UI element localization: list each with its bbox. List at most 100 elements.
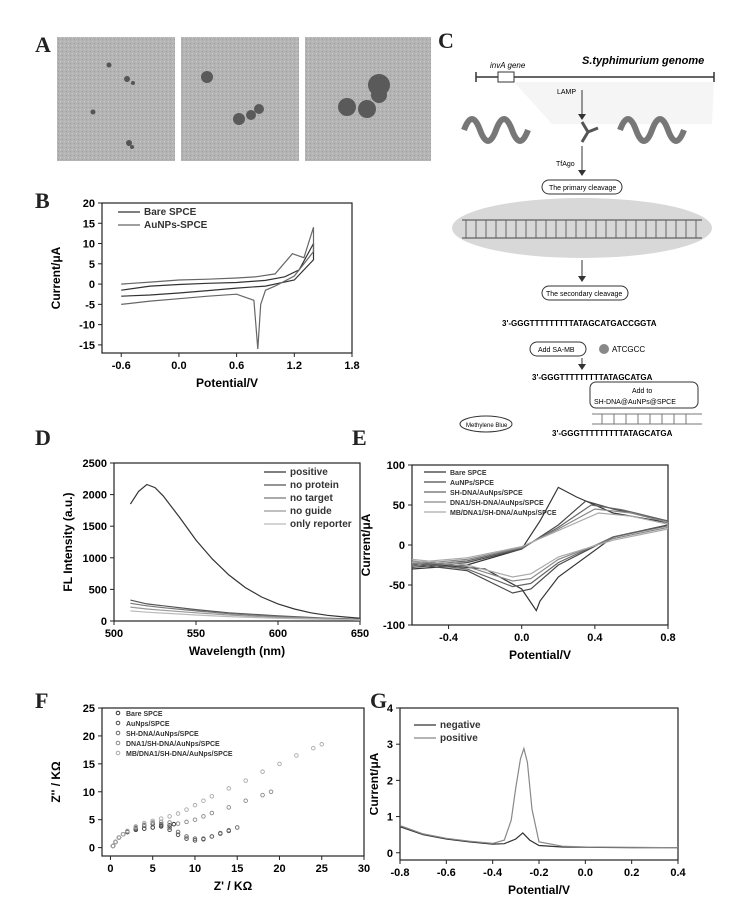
data-point-f: [158, 816, 164, 821]
legend-label-f: AuNps/SPCE: [126, 721, 170, 728]
legend-label-g: negative: [440, 720, 481, 731]
data-point-f: [234, 825, 240, 830]
x-axis-label-g: Potential/V: [508, 883, 570, 897]
panel-label-b: B: [35, 188, 50, 213]
data-point-f: [175, 829, 181, 835]
data-point-f: [192, 802, 198, 808]
data-point-f: [218, 830, 223, 836]
series-e-0-line: [412, 486, 668, 612]
data-point-f: [158, 821, 164, 827]
legend-marker-f: [115, 730, 121, 736]
y-tick-label-g: 0: [387, 848, 393, 860]
legend-marker-f: [115, 750, 121, 756]
series-g-1-line: [400, 746, 678, 849]
series-b-1-line: [121, 227, 315, 349]
legend-label-f: Bare SPCE: [126, 711, 163, 718]
y-tick-label-d: 2000: [83, 490, 107, 502]
tem-image-2: [181, 37, 299, 161]
add-sa-mb-box: [529, 341, 587, 357]
data-point-f: [268, 789, 274, 795]
y-tick-label-d: 1500: [83, 521, 107, 533]
secondary-cleavage-box: [541, 285, 629, 301]
data-point-f: [201, 798, 206, 803]
x-tick-label-f: 0: [107, 863, 113, 875]
data-point-f: [175, 811, 181, 816]
x-tick-label-g: 0.4: [670, 867, 686, 879]
legend-label-b: Bare SPCE: [144, 207, 197, 218]
x-tick-label-b: -0.6: [112, 360, 131, 372]
data-point-f: [142, 822, 147, 827]
data-point-f: [201, 836, 206, 841]
data-point-f: [277, 761, 282, 767]
data-point-f: [113, 839, 118, 845]
data-point-f: [243, 778, 248, 783]
inva-gene-box: [497, 71, 515, 83]
x-tick-label-d: 550: [187, 628, 205, 640]
series-d-0-line: [129, 483, 360, 619]
panel-label-f: F: [35, 688, 49, 713]
y-axis-label-b: Current/μA: [49, 246, 63, 309]
x-tick-label-b: 1.8: [344, 360, 359, 372]
x-tick-label-g: -0.8: [391, 867, 410, 879]
y-tick-label-e: -100: [383, 620, 405, 632]
chart-d-fluorescence: 500 550 600 65025002000150010005000Waveleng…: [61, 458, 369, 658]
data-point-f: [171, 821, 177, 827]
data-point-f: [125, 828, 130, 834]
step-lamp: LAMP: [557, 89, 576, 96]
y-tick-label-g: 1: [387, 812, 393, 824]
data-point-f: [167, 825, 172, 830]
x-tick-label-d: 650: [351, 628, 369, 640]
data-point-f: [120, 831, 126, 837]
data-point-f: [142, 820, 147, 826]
data-point-f: [192, 836, 198, 841]
data-point-f: [150, 818, 155, 824]
series-d-4-line: [130, 610, 360, 621]
data-point-f: [110, 843, 116, 849]
legend-label-f: SH-DNA/AuNps/SPCE: [126, 731, 199, 738]
x-tick-label-f: 10: [189, 863, 201, 875]
y-tick-label-g: 3: [387, 739, 393, 751]
nanoparticles-large: [338, 74, 390, 118]
data-point-f: [116, 835, 122, 840]
y-tick-label-e: 100: [387, 460, 405, 472]
panel-label-a: A: [35, 32, 51, 57]
x-tick-label-g: -0.2: [530, 867, 549, 879]
data-point-f: [133, 824, 139, 829]
legend-label-e: AuNPs/SPCE: [450, 480, 494, 487]
y-tick-label-b: 10: [83, 239, 95, 251]
genome-title: S.typhimurium genome: [582, 55, 704, 67]
data-point-f: [260, 769, 265, 774]
data-point-f: [167, 820, 172, 825]
legend-label-f: MB/DNA1/SH-DNA/AuNps/SPCE: [126, 751, 233, 758]
x-tick-label-g: 0.2: [624, 867, 639, 879]
panel-label-g: G: [370, 688, 388, 713]
y-axis-label-e: Current/μA: [360, 513, 373, 576]
sequence-fragment: ATCGCC: [612, 345, 645, 354]
legend-label-d: no protein: [290, 480, 339, 491]
inva-gene-label: invA gene: [490, 61, 526, 70]
primary-cleavage-box: [541, 179, 623, 195]
chart-g-dpv: -0.8 -0.6 -0.4 -0.2 0.0 0.2 0.4 4 3 2 1 0 Potential/…: [370, 703, 687, 897]
data-point-f: [175, 821, 181, 826]
y-tick-label-e: 50: [393, 500, 405, 512]
y-tick-label-d: 500: [89, 584, 107, 596]
dna-helix-right: [617, 116, 687, 144]
x-tick-label-f: 25: [316, 863, 328, 875]
x-axis-label-d: Wavelength (nm): [189, 644, 285, 658]
data-point-f: [243, 798, 248, 803]
detection-schematic: S.typhimurium genome invA gene LAMP TfAg…: [452, 55, 715, 438]
y-tick-label-g: 4: [387, 703, 394, 715]
chart-b-cyclic-voltammetry: -0.6 0.0 0.6 1.2 1.8 20 15 10 5 0 -5 -10 -15 Potentia…: [49, 198, 360, 390]
legend-label-d: no guide: [290, 506, 332, 517]
legend-label-e: MB/DNA1/SH-DNA/AuNps/SPCE: [450, 510, 557, 517]
y-tick-label-f: 5: [89, 815, 95, 827]
x-tick-label-b: 1.2: [287, 360, 302, 372]
x-tick-label-e: -0.4: [439, 632, 459, 644]
legend-label-f: DNA1/SH-DNA/AuNps/SPCE: [126, 741, 220, 748]
series-f-3: [110, 789, 274, 849]
secondary-cleavage-label: The secondary cleavage: [546, 291, 622, 298]
y-tick-label-d: 0: [101, 616, 107, 628]
x-tick-label-e: 0.8: [660, 632, 675, 644]
sa-mb-bead: [599, 344, 609, 354]
data-point-f: [226, 828, 232, 833]
